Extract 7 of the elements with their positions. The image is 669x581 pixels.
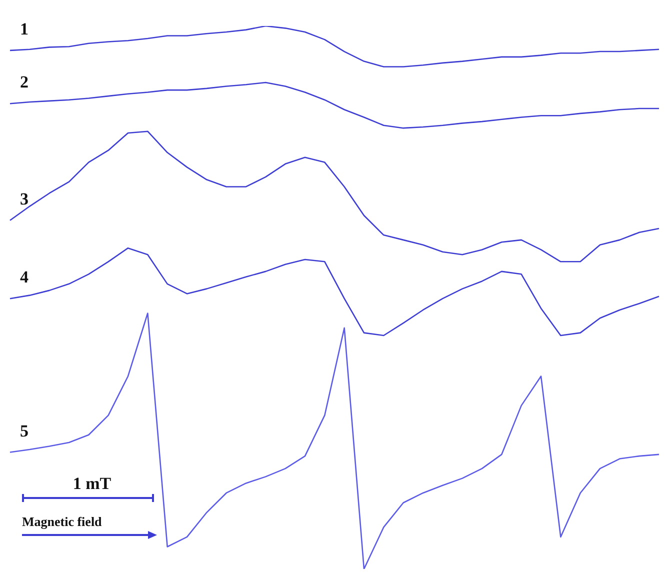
series-label: 5 xyxy=(20,421,28,440)
series-label: 3 xyxy=(20,189,28,208)
annotation: 1 mT xyxy=(72,474,112,494)
series-label: 1 xyxy=(20,19,28,38)
annotation: Magnetic field xyxy=(22,514,103,530)
series-label: 2 xyxy=(20,72,28,92)
series-label: 4 xyxy=(20,268,29,287)
